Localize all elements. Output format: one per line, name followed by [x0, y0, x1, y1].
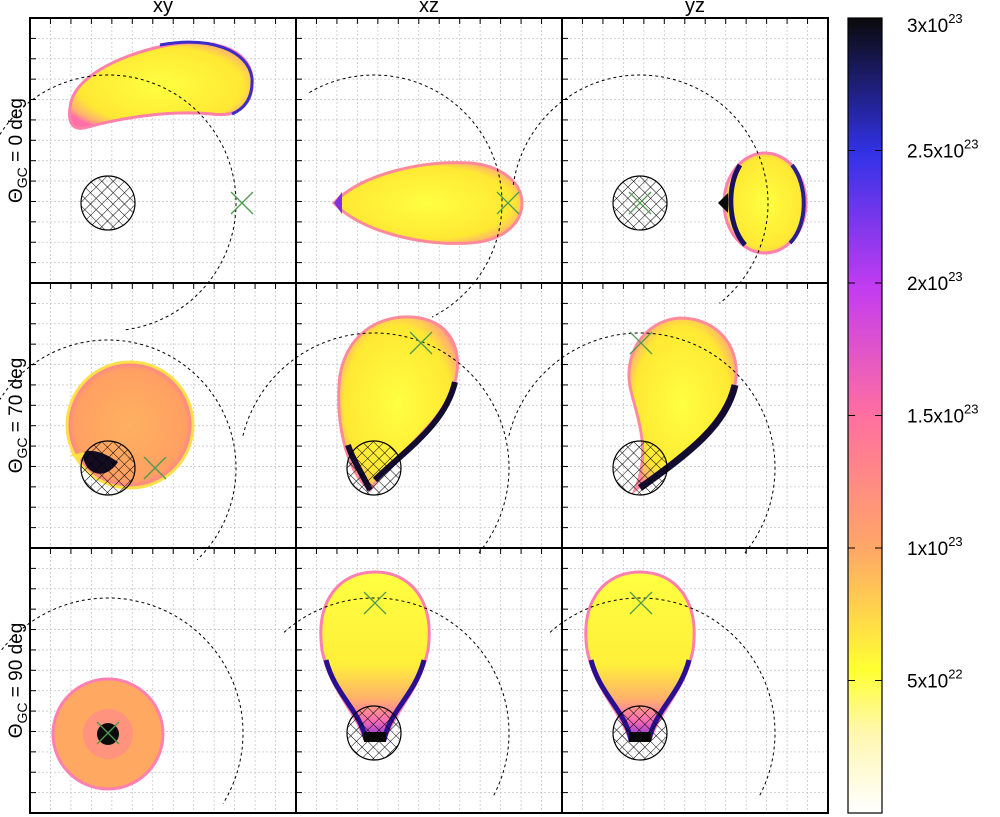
orbit-arc — [508, 332, 776, 556]
row-title: ΘGC = 70 deg — [6, 358, 30, 474]
x-marker — [96, 721, 120, 745]
column-title-xy: xy — [153, 0, 173, 17]
hatched-circle — [346, 705, 402, 761]
panel-xy-0deg-shape — [68, 40, 254, 130]
orbit-arc — [0, 339, 237, 561]
orbit-arc — [549, 597, 776, 798]
density-tail — [70, 452, 86, 460]
x-marker — [363, 591, 387, 615]
density-edge-dark — [788, 163, 806, 245]
x-marker — [143, 456, 167, 480]
x-marker — [628, 191, 652, 215]
colorbar-tick-label: 1.5x1023 — [907, 402, 979, 428]
hatched-circle — [346, 440, 402, 496]
panel-xz-0deg-shape — [331, 161, 524, 245]
colorbar-tick-label: 2.5x1023 — [907, 137, 979, 163]
density-blob — [331, 161, 524, 245]
density-core — [97, 723, 119, 745]
density-tip — [718, 193, 728, 213]
colorbar-tick-label: 2x1023 — [907, 269, 963, 295]
orbit-arc — [283, 597, 510, 798]
colorbar-tick-label: 5x1022 — [907, 667, 963, 693]
x-marker — [496, 191, 520, 215]
panel-yz-0deg-shape — [718, 151, 808, 255]
density-edge-dark — [159, 40, 254, 116]
x-marker — [230, 191, 254, 215]
hatched-circle — [612, 705, 668, 761]
colorbar-tick-label: 1x1023 — [907, 534, 963, 560]
row-title: ΘGC = 0 deg — [6, 98, 30, 203]
density-tip — [334, 192, 342, 214]
hatched-circle — [612, 440, 668, 496]
orbit-arc — [0, 597, 244, 804]
orbit-arc — [309, 74, 503, 318]
density-edge-dark — [728, 163, 747, 247]
hatched-circle — [80, 440, 136, 496]
colorbar-tick-label: 3x1023 — [907, 11, 963, 37]
colorbar-ticks: 5x1022 1x1023 1.5x1023 2x1023 2.5x1023 3x1023 — [848, 11, 979, 693]
orbit-arc — [0, 74, 237, 331]
x-marker — [629, 331, 653, 355]
column-title-xz: xz — [419, 0, 439, 17]
column-title-yz: yz — [685, 0, 705, 17]
panel-frame — [561, 547, 829, 814]
orbit-arc — [512, 74, 769, 304]
hatched-circle — [80, 175, 136, 231]
panel-xy-90deg-shape — [51, 677, 165, 791]
row-titles-group: ΘGC = 0 deg ΘGC = 70 deg ΘGC = 90 deg — [6, 98, 30, 738]
x-marker — [409, 331, 433, 355]
orbit-arc — [242, 332, 510, 556]
x-marker — [629, 591, 653, 615]
row-title: ΘGC = 90 deg — [6, 623, 30, 739]
overlays-group — [0, 17, 829, 814]
